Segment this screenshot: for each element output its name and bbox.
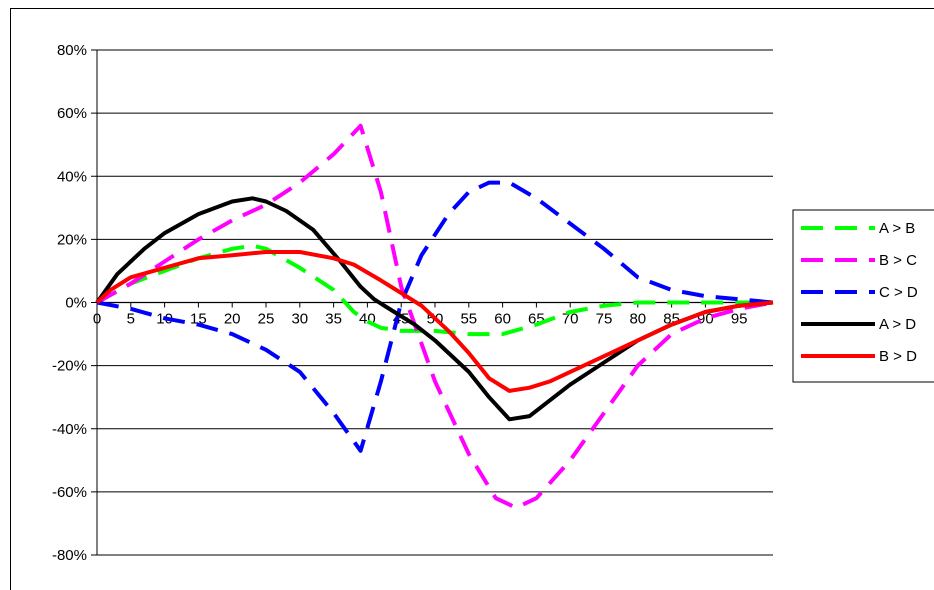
series-line <box>96 243 773 337</box>
y-tick-label: 60% <box>57 105 87 122</box>
y-tick-label: 20% <box>57 231 87 248</box>
x-tick-label: 25 <box>258 311 275 328</box>
legend: A > B B > C C > D A > D B > D <box>792 209 934 383</box>
x-tick-label: 80 <box>629 311 646 328</box>
legend-label: A > D <box>879 316 916 333</box>
x-tick-label: 0 <box>93 311 101 328</box>
x-tick-label: 75 <box>596 311 613 328</box>
x-tick-label: 20 <box>224 311 241 328</box>
y-tick-label: -40% <box>52 421 87 438</box>
x-tick-label: 60 <box>494 311 511 328</box>
x-tick-label: 30 <box>291 311 308 328</box>
x-tick-label: 35 <box>325 311 342 328</box>
x-tick-label: 5 <box>127 311 135 328</box>
series-line <box>95 196 774 422</box>
x-tick-label: 55 <box>460 311 477 328</box>
series-line <box>96 123 774 510</box>
x-tick-label: 70 <box>562 311 579 328</box>
axes: 80%60%40%20%0%-20%-40%-60%-80%0 5 10 15 20 25… <box>52 42 773 564</box>
legend-label: A > B <box>879 220 915 237</box>
legend-label: B > C <box>879 252 917 269</box>
y-tick-label: 80% <box>57 42 87 59</box>
y-tick-label: 0% <box>65 295 87 312</box>
legend-box <box>792 209 934 383</box>
y-tick-label: -80% <box>52 547 87 564</box>
x-tick-label: 95 <box>731 311 748 328</box>
chart-frame <box>10 8 934 590</box>
legend-label: B > D <box>879 348 917 365</box>
series-line <box>96 180 774 453</box>
series-lines <box>95 123 774 510</box>
y-tick-label: 40% <box>57 168 87 185</box>
x-tick-label: 15 <box>190 311 207 328</box>
legend-label: C > D <box>879 284 918 301</box>
y-tick-label: -60% <box>52 484 87 501</box>
y-tick-label: -20% <box>52 358 87 375</box>
series-line <box>95 250 774 393</box>
